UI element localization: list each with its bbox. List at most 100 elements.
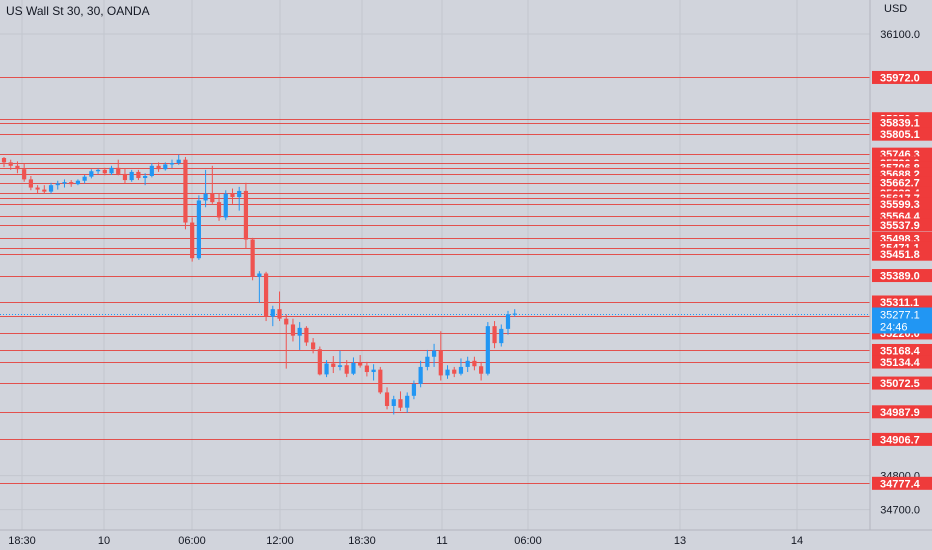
candle — [324, 360, 329, 378]
candle-body — [405, 395, 410, 408]
candle — [122, 168, 128, 184]
candle — [257, 271, 262, 304]
candle-body — [48, 185, 54, 192]
candle-body — [243, 190, 249, 240]
candle — [290, 318, 296, 342]
candle — [270, 305, 275, 327]
candle — [317, 346, 322, 376]
candle-body — [384, 392, 390, 406]
candle — [89, 169, 94, 179]
time-tick-label: 06:00 — [514, 535, 542, 547]
candle-body — [210, 193, 215, 203]
level-label: 35537.9 — [872, 218, 932, 232]
level-label-text: 35072.5 — [880, 378, 920, 390]
candle-body — [15, 165, 20, 170]
candle — [505, 310, 511, 335]
candle-body — [438, 350, 443, 376]
candle-body — [311, 342, 316, 350]
candle-body — [156, 165, 161, 170]
candle — [1, 156, 7, 168]
candle — [458, 358, 464, 376]
candle-body — [62, 182, 67, 184]
current-price-marker: 35277.124:46 — [872, 307, 932, 334]
current-price-value: 35277.1 — [880, 310, 920, 322]
candle-body — [337, 365, 343, 367]
candle — [223, 190, 228, 221]
candle-body — [1, 157, 7, 163]
level-label-bg — [872, 127, 932, 141]
candle-body — [176, 159, 181, 164]
candle-body — [223, 193, 228, 218]
candle-body — [69, 182, 74, 185]
candle — [344, 360, 349, 378]
candle-body — [465, 360, 470, 367]
candle — [169, 159, 175, 169]
time-tick-label: 13 — [674, 535, 686, 547]
candle-body — [378, 369, 383, 393]
candle — [472, 356, 477, 371]
candle-body — [136, 171, 141, 179]
level-label: 35389.0 — [872, 269, 932, 283]
candle-body — [277, 309, 282, 319]
candle — [15, 161, 20, 174]
chart-title: US Wall St 30, 30, OANDA — [6, 4, 150, 18]
candle-body — [411, 383, 417, 396]
candle — [35, 185, 40, 193]
candle — [485, 322, 490, 376]
grid-lines — [0, 0, 870, 530]
candle-body — [431, 350, 437, 357]
candle — [479, 361, 484, 381]
candle-body — [499, 328, 504, 344]
candle — [102, 167, 107, 176]
candle — [190, 217, 195, 262]
level-label: 35972.0 — [872, 70, 932, 84]
level-label: 35168.4 — [872, 343, 932, 357]
level-label-text: 34777.4 — [880, 478, 921, 490]
candle-body — [109, 167, 114, 174]
candle — [75, 179, 81, 186]
candle-body — [216, 202, 222, 218]
current-price-countdown: 24:46 — [880, 322, 908, 334]
level-label-text: 35839.1 — [880, 118, 920, 130]
candle — [492, 321, 497, 349]
candle-body — [512, 313, 517, 315]
candle-body — [75, 180, 81, 185]
level-label-text: 34987.9 — [880, 407, 920, 419]
candle — [358, 355, 363, 368]
level-label-bg — [872, 343, 932, 357]
plot-background — [0, 0, 870, 530]
candle-body — [371, 369, 376, 373]
candle — [55, 180, 60, 190]
candle-body — [505, 314, 511, 329]
time-tick-label: 10 — [98, 535, 110, 547]
candle — [230, 188, 235, 204]
candle — [371, 364, 376, 381]
candle-body — [190, 222, 195, 259]
candle-body — [358, 362, 363, 366]
time-axis-ticks: 18:30 10 06:00 12:00 18:30 11 06:00 13 14 — [8, 535, 803, 547]
candle-body — [230, 193, 235, 198]
level-label-bg — [872, 269, 932, 283]
candle — [431, 343, 437, 367]
candle-body — [492, 326, 497, 344]
candle-body — [196, 200, 201, 259]
candle — [277, 291, 282, 322]
level-label-text: 35168.4 — [880, 345, 921, 357]
candle — [364, 361, 369, 377]
level-label-bg — [872, 295, 932, 309]
level-label: 35599.3 — [872, 197, 932, 211]
candle — [183, 156, 188, 230]
candle — [337, 350, 343, 371]
candle — [304, 326, 309, 346]
candle-body — [42, 189, 47, 192]
currency-label[interactable]: USD — [884, 3, 908, 15]
candle-body — [398, 399, 403, 408]
candle — [331, 356, 336, 374]
level-label-text: 35451.8 — [880, 249, 920, 261]
candle-body — [28, 179, 33, 188]
level-label: 35072.5 — [872, 376, 932, 390]
level-label-text: 34906.7 — [880, 434, 920, 446]
candle-body — [149, 165, 154, 176]
candle — [216, 192, 222, 221]
level-label-text: 35389.0 — [880, 271, 920, 283]
